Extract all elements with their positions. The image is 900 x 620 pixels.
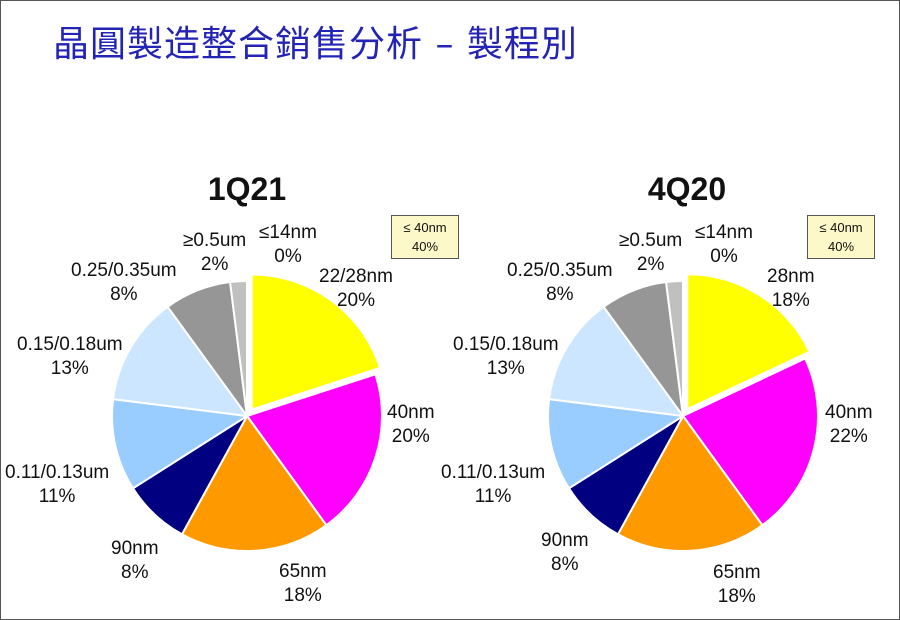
pie-slice-1q21-0-15-0-18um (112, 305, 248, 417)
note-box-4q20: ≤ 40nm 40% (807, 215, 875, 259)
pie-slice-4q20-0-5um (665, 280, 684, 417)
pie-slice-1q21-0-11-0-13um (111, 398, 248, 490)
label-1q21-90nm: 90nm 8% (111, 538, 159, 583)
pie-slice-1q21-22-28nm (250, 273, 382, 411)
label-4q20-28nm: 28nm 18% (767, 266, 815, 311)
pie-slice-4q20-65nm (616, 415, 764, 552)
pie-slice-4q20-0-15-0-18um (548, 305, 684, 417)
page-title: 晶圓製造整合銷售分析 – 製程別 (53, 24, 578, 65)
pie-slice-4q20-40nm (682, 357, 819, 527)
pie-chart-1q21: 1Q21 22/28nm 20% 40nm 20% 65nm 18% 90nm 8% 0… (1, 171, 459, 611)
label-4q20-0-11-0-13um: 0.11/0.13um 11% (441, 462, 546, 507)
label-1q21-40nm: 40nm 20% (387, 402, 435, 447)
label-1q21-0-11-0-13um: 0.11/0.13um 11% (5, 462, 110, 507)
chart-title-4q20: 4Q20 (647, 171, 727, 207)
label-4q20-90nm: 90nm 8% (541, 530, 589, 575)
pie-slice-1q21-0-5um (229, 280, 248, 417)
pie-slice-1q21-40nm (246, 373, 383, 527)
pie-slice-1q21-65nm (180, 415, 328, 552)
label-1q21-ge-0-5um: ≥0.5um 2% (183, 230, 247, 275)
label-1q21-0-25-0-35um: 0.25/0.35um 8% (71, 260, 177, 305)
note-box-1q21: ≤ 40nm 40% (391, 215, 459, 259)
pie-slice-4q20-0-11-0-13um (547, 398, 684, 490)
pie-4q20 (547, 273, 819, 552)
pie-1q21 (111, 273, 383, 552)
label-1q21-65nm: 65nm 18% (279, 561, 327, 606)
pie-chart-4q20: 4Q20 28nm 18% 40nm 22% 65nm 18% 90nm 8% 0.11… (441, 171, 881, 611)
pie-slice-4q20-28nm (686, 273, 811, 411)
label-1q21-0-15-0-18um: 0.15/0.18um 13% (17, 334, 123, 379)
label-4q20-0-15-0-18um: 0.15/0.18um 13% (453, 334, 559, 379)
label-4q20-le-14nm: ≤14nm 0% (695, 222, 753, 267)
label-4q20-0-25-0-35um: 0.25/0.35um 8% (507, 260, 613, 305)
label-1q21-22-28nm: 22/28nm 20% (319, 266, 393, 311)
label-4q20-40nm: 40nm 22% (825, 402, 873, 447)
chart-title-1q21: 1Q21 (207, 171, 287, 207)
label-4q20-ge-0-5um: ≥0.5um 2% (619, 230, 683, 275)
label-1q21-le-14nm: ≤14nm 0% (259, 222, 317, 267)
label-4q20-65nm: 65nm 18% (713, 562, 761, 607)
